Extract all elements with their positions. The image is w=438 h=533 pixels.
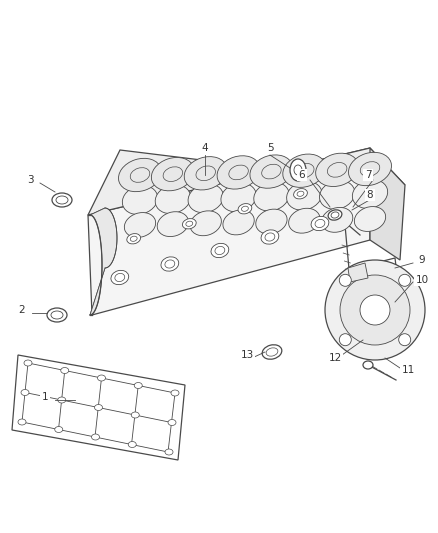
Ellipse shape [250,155,293,188]
Ellipse shape [360,295,390,325]
Ellipse shape [128,441,136,448]
Text: 10: 10 [415,275,428,285]
Ellipse shape [111,270,129,285]
Ellipse shape [55,426,63,432]
Ellipse shape [290,159,306,181]
Polygon shape [88,148,370,315]
Ellipse shape [52,193,72,207]
Ellipse shape [171,390,179,396]
Ellipse shape [262,345,282,359]
Ellipse shape [155,185,191,214]
Ellipse shape [223,210,254,235]
Text: 12: 12 [328,353,342,363]
Ellipse shape [168,419,176,425]
Ellipse shape [124,213,155,237]
Polygon shape [348,263,368,282]
Ellipse shape [363,361,373,369]
Ellipse shape [316,153,359,187]
Ellipse shape [184,157,227,190]
Text: 6: 6 [299,170,305,180]
Ellipse shape [98,375,106,381]
Ellipse shape [321,207,353,232]
Polygon shape [88,148,405,215]
Ellipse shape [24,360,32,366]
Text: 7: 7 [365,170,371,180]
Ellipse shape [92,434,99,440]
Text: 4: 4 [201,143,208,153]
Ellipse shape [18,419,26,425]
Ellipse shape [352,180,388,208]
Ellipse shape [325,260,425,360]
Ellipse shape [119,158,162,192]
Ellipse shape [283,154,326,188]
Ellipse shape [131,412,139,418]
Text: 2: 2 [19,305,25,315]
Text: 13: 13 [240,350,254,360]
Ellipse shape [217,156,260,189]
Ellipse shape [221,183,256,212]
Ellipse shape [311,216,329,231]
Ellipse shape [211,244,229,257]
Ellipse shape [47,308,67,322]
Ellipse shape [261,230,279,244]
Ellipse shape [339,334,351,346]
Ellipse shape [349,152,392,185]
Ellipse shape [340,275,410,345]
Ellipse shape [182,219,196,229]
Text: 8: 8 [367,190,373,200]
Text: 9: 9 [419,255,425,265]
Ellipse shape [56,196,68,204]
Ellipse shape [165,449,173,455]
Ellipse shape [319,181,355,209]
Ellipse shape [61,367,69,374]
Polygon shape [355,258,405,350]
Ellipse shape [286,181,322,210]
Polygon shape [12,355,185,460]
Polygon shape [22,363,175,452]
Ellipse shape [122,185,158,214]
Ellipse shape [354,207,386,231]
Ellipse shape [399,274,411,286]
Ellipse shape [256,209,287,234]
Text: 5: 5 [267,143,273,153]
Ellipse shape [339,274,351,286]
Ellipse shape [190,211,221,236]
Ellipse shape [161,257,179,271]
Ellipse shape [127,233,141,244]
Polygon shape [362,267,398,343]
Polygon shape [90,208,117,315]
Ellipse shape [58,397,66,403]
Ellipse shape [21,390,29,395]
Text: 3: 3 [27,175,33,185]
Ellipse shape [254,182,289,211]
Ellipse shape [289,208,320,233]
Ellipse shape [95,405,102,410]
Ellipse shape [238,204,252,214]
Text: 1: 1 [42,392,48,402]
Ellipse shape [134,383,142,389]
Ellipse shape [188,184,223,213]
Ellipse shape [293,189,307,199]
Text: 11: 11 [401,365,415,375]
Ellipse shape [152,157,194,191]
Polygon shape [370,148,405,260]
Ellipse shape [51,311,63,319]
Ellipse shape [157,212,188,237]
Ellipse shape [399,334,411,346]
Ellipse shape [328,210,342,220]
